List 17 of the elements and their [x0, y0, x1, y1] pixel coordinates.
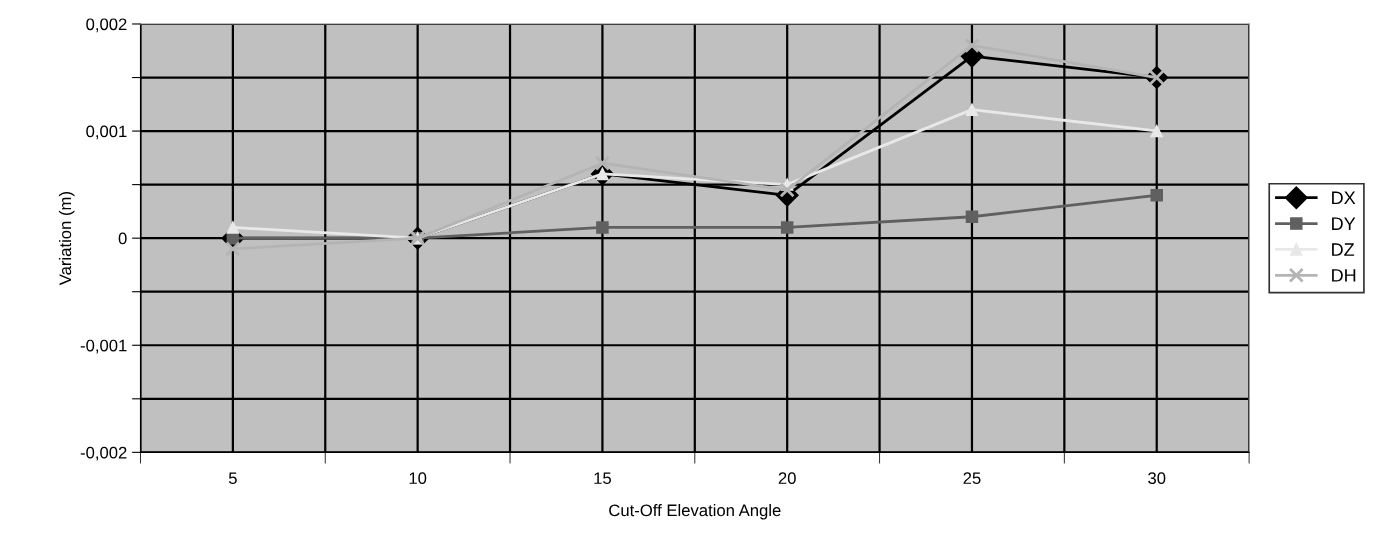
y-axis-title: Variation (m) — [58, 192, 75, 286]
y-tick-label: 0,002 — [86, 18, 127, 33]
legend-label: DZ — [1332, 243, 1355, 256]
x-tick-label: 25 — [963, 472, 981, 485]
x-tick-label: 30 — [1148, 472, 1166, 485]
y-tick-label: -0,002 — [80, 446, 127, 461]
legend-label: DH — [1332, 269, 1356, 282]
x-tick-label: 10 — [409, 472, 427, 485]
y-tick-label: -0,001 — [80, 339, 127, 354]
legend-label: DX — [1332, 191, 1356, 205]
y-tick-label: 0 — [118, 232, 127, 245]
legend-label: DY — [1332, 217, 1356, 230]
x-axis-title: Cut-Off Elevation Angle — [609, 504, 781, 520]
x-tick-label: 20 — [778, 472, 796, 485]
y-tick-label: 0,001 — [86, 125, 127, 140]
x-tick-label: 15 — [594, 472, 611, 485]
x-tick-label: 5 — [228, 472, 237, 485]
